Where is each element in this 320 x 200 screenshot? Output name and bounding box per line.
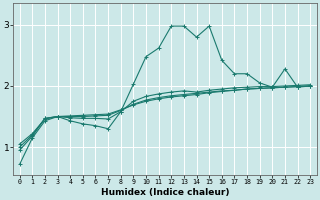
X-axis label: Humidex (Indice chaleur): Humidex (Indice chaleur): [101, 188, 229, 197]
